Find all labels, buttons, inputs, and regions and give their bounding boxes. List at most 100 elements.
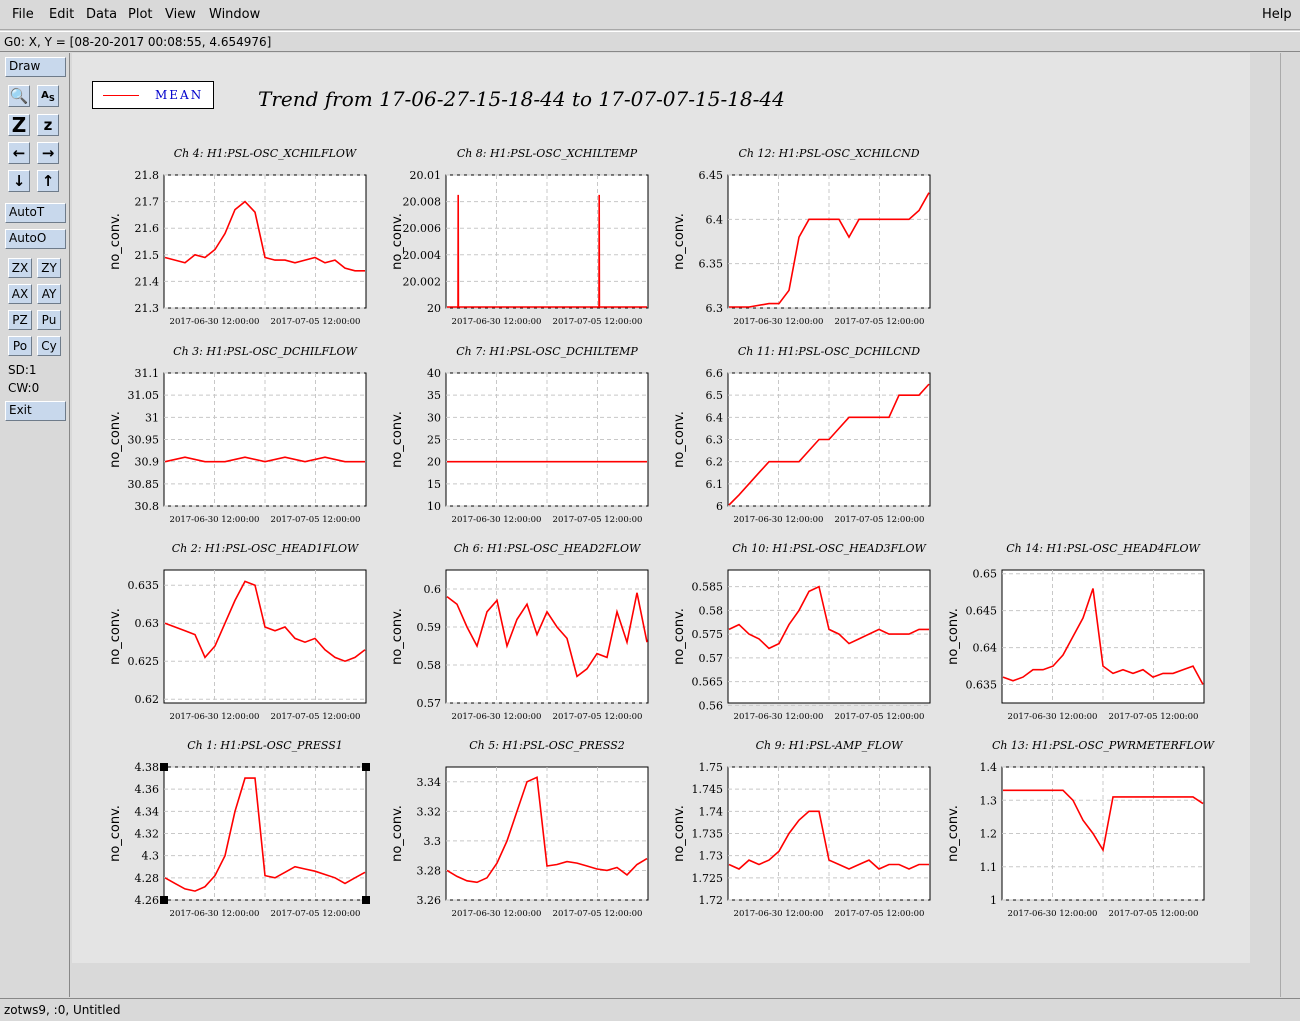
y-tick-label: 1.75 xyxy=(699,761,724,774)
y-tick-label: 21.3 xyxy=(135,302,160,315)
arrow-right-icon[interactable]: → xyxy=(37,142,59,164)
chart-panel[interactable]: Ch 10: H1:PSL-OSC_HEAD3FLOW 0.585 0.58 0.57… xyxy=(672,542,931,722)
y-tick-label: 21.5 xyxy=(135,249,160,262)
menu-view[interactable]: View xyxy=(165,7,196,22)
autoo-button[interactable]: AutoO xyxy=(5,229,66,249)
chart-title: Ch 8: H1:PSL-OSC_XCHILTEMP xyxy=(457,147,638,160)
plot-title: Trend from 17-06-27-15-18-44 to 17-07-07… xyxy=(258,87,785,111)
y-tick-label: 4.26 xyxy=(135,894,160,907)
y-tick-label: 1.735 xyxy=(692,828,724,841)
menu-file[interactable]: File xyxy=(12,7,34,22)
y-tick-label: 3.3 xyxy=(424,835,442,848)
y-tick-label: 30 xyxy=(427,411,441,424)
series-line xyxy=(1003,789,1204,853)
chart-panel[interactable]: Ch 1: H1:PSL-OSC_PRESS1 4.38 4.36 4.34 4.32 4… xyxy=(108,739,367,919)
ax-button[interactable]: AX xyxy=(8,284,32,304)
selection-handle[interactable] xyxy=(362,763,370,771)
selection-handle[interactable] xyxy=(160,896,168,904)
po-button[interactable]: Po xyxy=(8,336,32,356)
draw-button[interactable]: Draw xyxy=(5,57,66,77)
chart-panel[interactable]: Ch 6: H1:PSL-OSC_HEAD2FLOW 0.6 0.59 0.58 0.5… xyxy=(390,542,649,722)
chart-title: Ch 10: H1:PSL-OSC_HEAD3FLOW xyxy=(732,542,927,555)
menu-data[interactable]: Data xyxy=(86,7,118,22)
series-line xyxy=(164,456,365,463)
autot-button[interactable]: AutoT xyxy=(5,203,66,223)
zx-button[interactable]: ZX xyxy=(8,258,32,278)
menu-plot[interactable]: Plot xyxy=(128,7,153,22)
zoom-z-small-icon[interactable]: z xyxy=(37,114,59,136)
x-tick-label: 2017-07-05 12:00:00 xyxy=(1109,909,1199,919)
series-line xyxy=(446,592,648,678)
y-tick-label: 0.57 xyxy=(699,652,724,665)
y-tick-label: 0.635 xyxy=(966,679,998,692)
chart-panel[interactable]: Ch 2: H1:PSL-OSC_HEAD1FLOW 0.635 0.63 0.625… xyxy=(108,542,367,722)
chart-title: Ch 1: H1:PSL-OSC_PRESS1 xyxy=(187,739,343,752)
chart-panel[interactable]: Ch 7: H1:PSL-OSC_DCHILTEMP 40 35 30 25 20 15 10… xyxy=(390,345,649,525)
y-tick-label: 0.645 xyxy=(966,605,998,618)
chart-panel[interactable]: Ch 8: H1:PSL-OSC_XCHILTEMP 20.01 20.008 20.… xyxy=(390,147,649,327)
pu-button[interactable]: Pu xyxy=(37,310,61,330)
chart-title: Ch 7: H1:PSL-OSC_DCHILTEMP xyxy=(456,345,638,358)
legend: MEAN xyxy=(92,81,214,109)
chart-title: Ch 11: H1:PSL-OSC_DCHILCND xyxy=(738,345,920,358)
y-tick-label: 3.34 xyxy=(417,776,442,789)
chart-panel[interactable]: Ch 4: H1:PSL-OSC_XCHILFLOW 21.8 21.7 21.6 21… xyxy=(108,147,367,327)
y-tick-label: 20.002 xyxy=(403,275,442,288)
zoom-z-big-icon[interactable]: Z xyxy=(8,114,30,136)
ay-button[interactable]: AY xyxy=(37,284,61,304)
menu-help[interactable]: Help xyxy=(1262,7,1292,22)
y-tick-label: 10 xyxy=(427,500,441,513)
magnify-icon[interactable]: 🔍 xyxy=(8,85,30,107)
x-tick-label: 2017-06-30 12:00:00 xyxy=(170,712,260,722)
chart-panel[interactable]: Ch 3: H1:PSL-OSC_DCHILFLOW 31.1 31.05 31 30.… xyxy=(108,345,367,525)
status-bar: zotws9, :0, Untitled xyxy=(0,998,1300,1021)
y-axis-label: no_conv. xyxy=(390,213,405,270)
y-axis-label: no_conv. xyxy=(672,805,687,862)
y-axis-label: no_conv. xyxy=(946,608,961,665)
exit-button[interactable]: Exit xyxy=(5,401,66,421)
chart-panel[interactable]: Ch 14: H1:PSL-OSC_HEAD4FLOW 0.65 0.645 0.64… xyxy=(946,542,1205,722)
selection-handle[interactable] xyxy=(362,896,370,904)
x-tick-label: 2017-07-05 12:00:00 xyxy=(835,515,925,525)
arrow-left-icon[interactable]: ← xyxy=(8,142,30,164)
zy-button[interactable]: ZY xyxy=(37,258,61,278)
y-axis-label: no_conv. xyxy=(946,805,961,862)
chart-title: Ch 9: H1:PSL-AMP_FLOW xyxy=(756,739,905,752)
x-tick-label: 2017-06-30 12:00:00 xyxy=(170,515,260,525)
series-line xyxy=(728,810,929,870)
y-axis-label: no_conv. xyxy=(390,411,405,468)
y-tick-label: 0.58 xyxy=(417,659,442,672)
menu-edit[interactable]: Edit xyxy=(49,7,75,22)
x-tick-label: 2017-06-30 12:00:00 xyxy=(1008,712,1098,722)
y-tick-label: 40 xyxy=(427,367,441,380)
menu-window[interactable]: Window xyxy=(209,7,261,22)
y-axis-label: no_conv. xyxy=(672,411,687,468)
x-tick-label: 2017-07-05 12:00:00 xyxy=(553,909,643,919)
cw-status: CW:0 xyxy=(8,381,40,395)
pz-button[interactable]: PZ xyxy=(8,310,32,330)
x-tick-label: 2017-07-05 12:00:00 xyxy=(835,712,925,722)
cy-button[interactable]: Cy xyxy=(37,336,61,356)
chart-panel[interactable]: Ch 5: H1:PSL-OSC_PRESS2 3.34 3.32 3.3 3.28 3.… xyxy=(390,739,649,919)
y-tick-label: 31.05 xyxy=(128,389,160,402)
chart-panel[interactable]: Ch 12: H1:PSL-OSC_XCHILCND 6.45 6.4 6.35 6.3… xyxy=(672,147,931,327)
y-tick-label: 6.3 xyxy=(706,302,724,315)
chart-panel[interactable]: Ch 11: H1:PSL-OSC_DCHILCND 6.6 6.5 6.4 6.3 6.… xyxy=(672,345,931,525)
chart-panel[interactable]: Ch 13: H1:PSL-OSC_PWRMETERFLOW 1.4 1.3 1.2 1… xyxy=(946,739,1216,919)
vertical-scrollbar[interactable] xyxy=(1280,53,1300,997)
arrow-up-icon[interactable]: ↑ xyxy=(37,170,59,192)
y-axis-label: no_conv. xyxy=(672,608,687,665)
arrow-down-icon[interactable]: ↓ xyxy=(8,170,30,192)
chart-title: Ch 2: H1:PSL-OSC_HEAD1FLOW xyxy=(172,542,360,555)
y-tick-label: 21.6 xyxy=(135,222,160,235)
y-tick-label: 20 xyxy=(427,302,441,315)
chart-panel[interactable]: Ch 9: H1:PSL-AMP_FLOW 1.75 1.745 1.74 1.735 1… xyxy=(672,739,931,919)
y-tick-label: 30.9 xyxy=(135,456,160,469)
y-tick-label: 0.565 xyxy=(692,676,724,689)
series-line xyxy=(728,585,929,650)
text-size-icon[interactable]: AS xyxy=(37,85,59,107)
y-tick-label: 4.28 xyxy=(135,872,160,885)
selection-handle[interactable] xyxy=(160,763,168,771)
series-line xyxy=(164,580,366,663)
plot-canvas[interactable]: MEAN Trend from 17-06-27-15-18-44 to 17-… xyxy=(72,53,1250,963)
